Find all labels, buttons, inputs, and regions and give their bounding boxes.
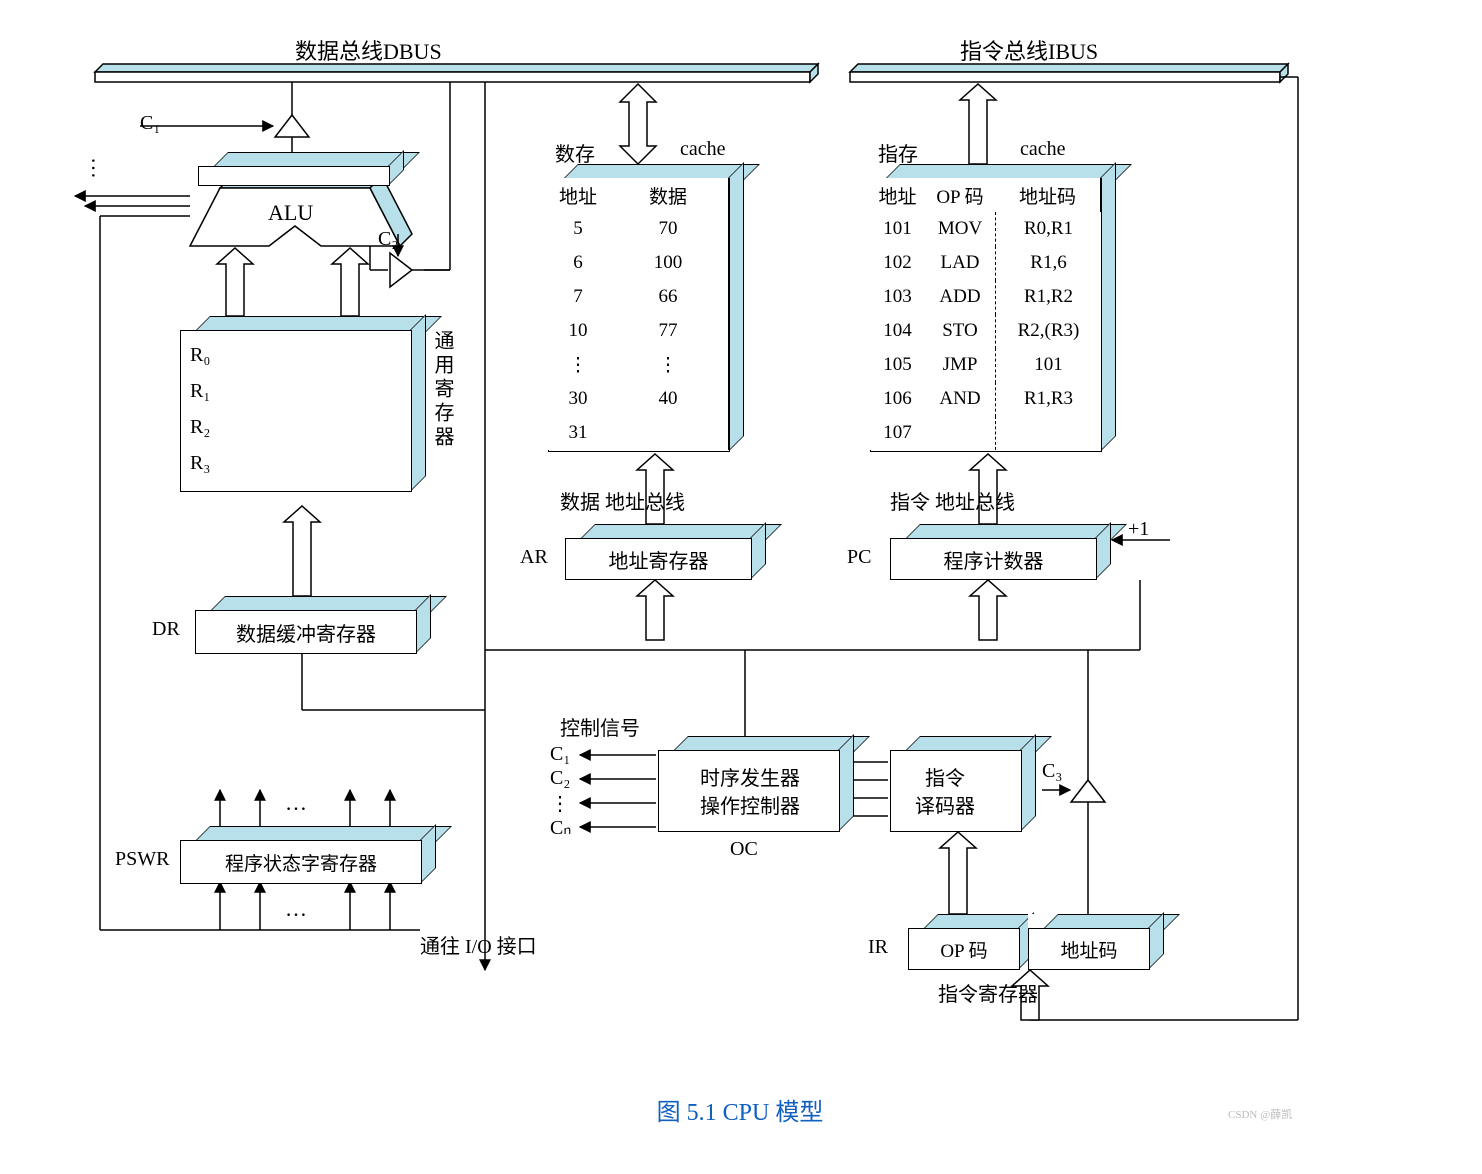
- csig-1: C₂: [550, 767, 570, 790]
- td: 101: [995, 348, 1102, 383]
- alu-out-dots: …: [86, 157, 112, 179]
- td: 107: [870, 416, 926, 450]
- td: ADD: [925, 280, 996, 315]
- td: ⋮: [548, 348, 609, 383]
- td: 10: [548, 314, 609, 349]
- td: 31: [548, 416, 609, 450]
- reg-R3: R₃: [190, 452, 210, 475]
- cache2-label: cache: [1020, 138, 1066, 161]
- td: 77: [608, 314, 729, 349]
- dr-box: 数据缓冲寄存器: [195, 596, 429, 652]
- td: 30: [548, 382, 609, 417]
- th: OP 码: [925, 178, 996, 213]
- reg-R2: R₂: [190, 416, 210, 439]
- ir-label: IR: [868, 936, 888, 959]
- ir-name: 指令寄存器: [938, 978, 1038, 1007]
- alu-latch: [198, 152, 402, 184]
- td: R2,(R3): [995, 314, 1102, 349]
- alu-label: ALU: [268, 200, 313, 226]
- csig-2: ⋮: [550, 791, 570, 816]
- td: 105: [870, 348, 926, 383]
- td: 101: [870, 212, 926, 247]
- pc-label: PC: [847, 546, 871, 569]
- oc-label: OC: [730, 838, 758, 861]
- ir-op-box: OP 码: [908, 914, 1032, 968]
- td: 66: [608, 280, 729, 315]
- pswr-dots-bot: …: [285, 896, 307, 922]
- ctrl-sig-label: 控制信号: [560, 712, 640, 741]
- td: 100: [608, 246, 729, 281]
- pswr-label: PSWR: [115, 848, 169, 871]
- reg-R0: R₀: [190, 344, 210, 367]
- th: 数据: [608, 178, 729, 213]
- reg-R1: R₁: [190, 380, 210, 403]
- figure-caption: 图 5.1 CPU 模型: [540, 1092, 940, 1127]
- ar-box: 地址寄存器: [565, 524, 764, 578]
- td: 104: [870, 314, 926, 349]
- ibus-label: 指令总线IBUS: [960, 34, 1098, 66]
- td: 70: [608, 212, 729, 247]
- td: AND: [925, 382, 996, 417]
- pc-box: 程序计数器: [890, 524, 1109, 578]
- td: MOV: [925, 212, 996, 247]
- dbus-label: 数据总线DBUS: [295, 34, 442, 66]
- c3-label: C₃: [1042, 760, 1062, 783]
- td: [925, 416, 996, 450]
- td: [608, 416, 729, 450]
- td: 106: [870, 382, 926, 417]
- io-label: 通往 I/O 接口: [420, 930, 537, 959]
- td: STO: [925, 314, 996, 349]
- decoder-l2: 译码器: [915, 790, 975, 819]
- data-addr-bus-label: 数据 地址总线: [560, 486, 685, 515]
- c1-label: C₁: [140, 112, 160, 135]
- td: R1,6: [995, 246, 1102, 281]
- plus1-label: +1: [1128, 518, 1149, 541]
- dr-label: DR: [152, 618, 180, 641]
- pswr-dots-top: …: [285, 790, 307, 816]
- ar-label: AR: [520, 546, 548, 569]
- cache1-label: cache: [680, 138, 726, 161]
- inst-addr-bus-label: 指令 地址总线: [890, 486, 1015, 515]
- pswr-box: 程序状态字寄存器: [180, 826, 434, 882]
- td: ⋮: [608, 348, 729, 383]
- oc-l2: 操作控制器: [675, 790, 825, 819]
- td: R1,R3: [995, 382, 1102, 417]
- data-cache-label: 数存: [555, 138, 595, 167]
- th: 地址码: [995, 178, 1101, 213]
- td: 7: [548, 280, 609, 315]
- td: 102: [870, 246, 926, 281]
- gp-registers: [180, 316, 424, 490]
- oc-l1: 时序发生器: [675, 762, 825, 791]
- decoder-l1: 指令: [925, 762, 965, 791]
- c2-label: C₂: [378, 228, 398, 251]
- td: R0,R1: [995, 212, 1102, 247]
- td: 6: [548, 246, 609, 281]
- td: 40: [608, 382, 729, 417]
- csig-3: Cₙ: [550, 815, 571, 840]
- inst-cache-label: 指存: [878, 138, 918, 167]
- td: JMP: [925, 348, 996, 383]
- td: [995, 416, 1102, 450]
- gp-reg-label: 通用寄存器: [428, 330, 457, 450]
- th: 地址: [548, 178, 609, 213]
- td: 5: [548, 212, 609, 247]
- csig-0: C₁: [550, 743, 570, 766]
- td: 103: [870, 280, 926, 315]
- watermark: CSDN @薛凯: [1228, 1106, 1292, 1122]
- th: 地址: [870, 178, 926, 213]
- td: LAD: [925, 246, 996, 281]
- td: R1,R2: [995, 280, 1102, 315]
- ir-addr-box: 地址码: [1028, 914, 1162, 968]
